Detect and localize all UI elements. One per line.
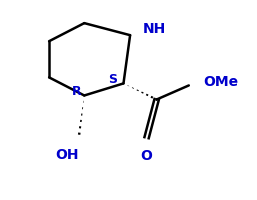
Text: NH: NH	[143, 22, 166, 36]
Text: OMe: OMe	[203, 75, 238, 89]
Text: R: R	[71, 85, 81, 97]
Text: S: S	[108, 73, 117, 85]
Text: O: O	[141, 148, 152, 162]
Text: OH: OH	[56, 147, 79, 161]
